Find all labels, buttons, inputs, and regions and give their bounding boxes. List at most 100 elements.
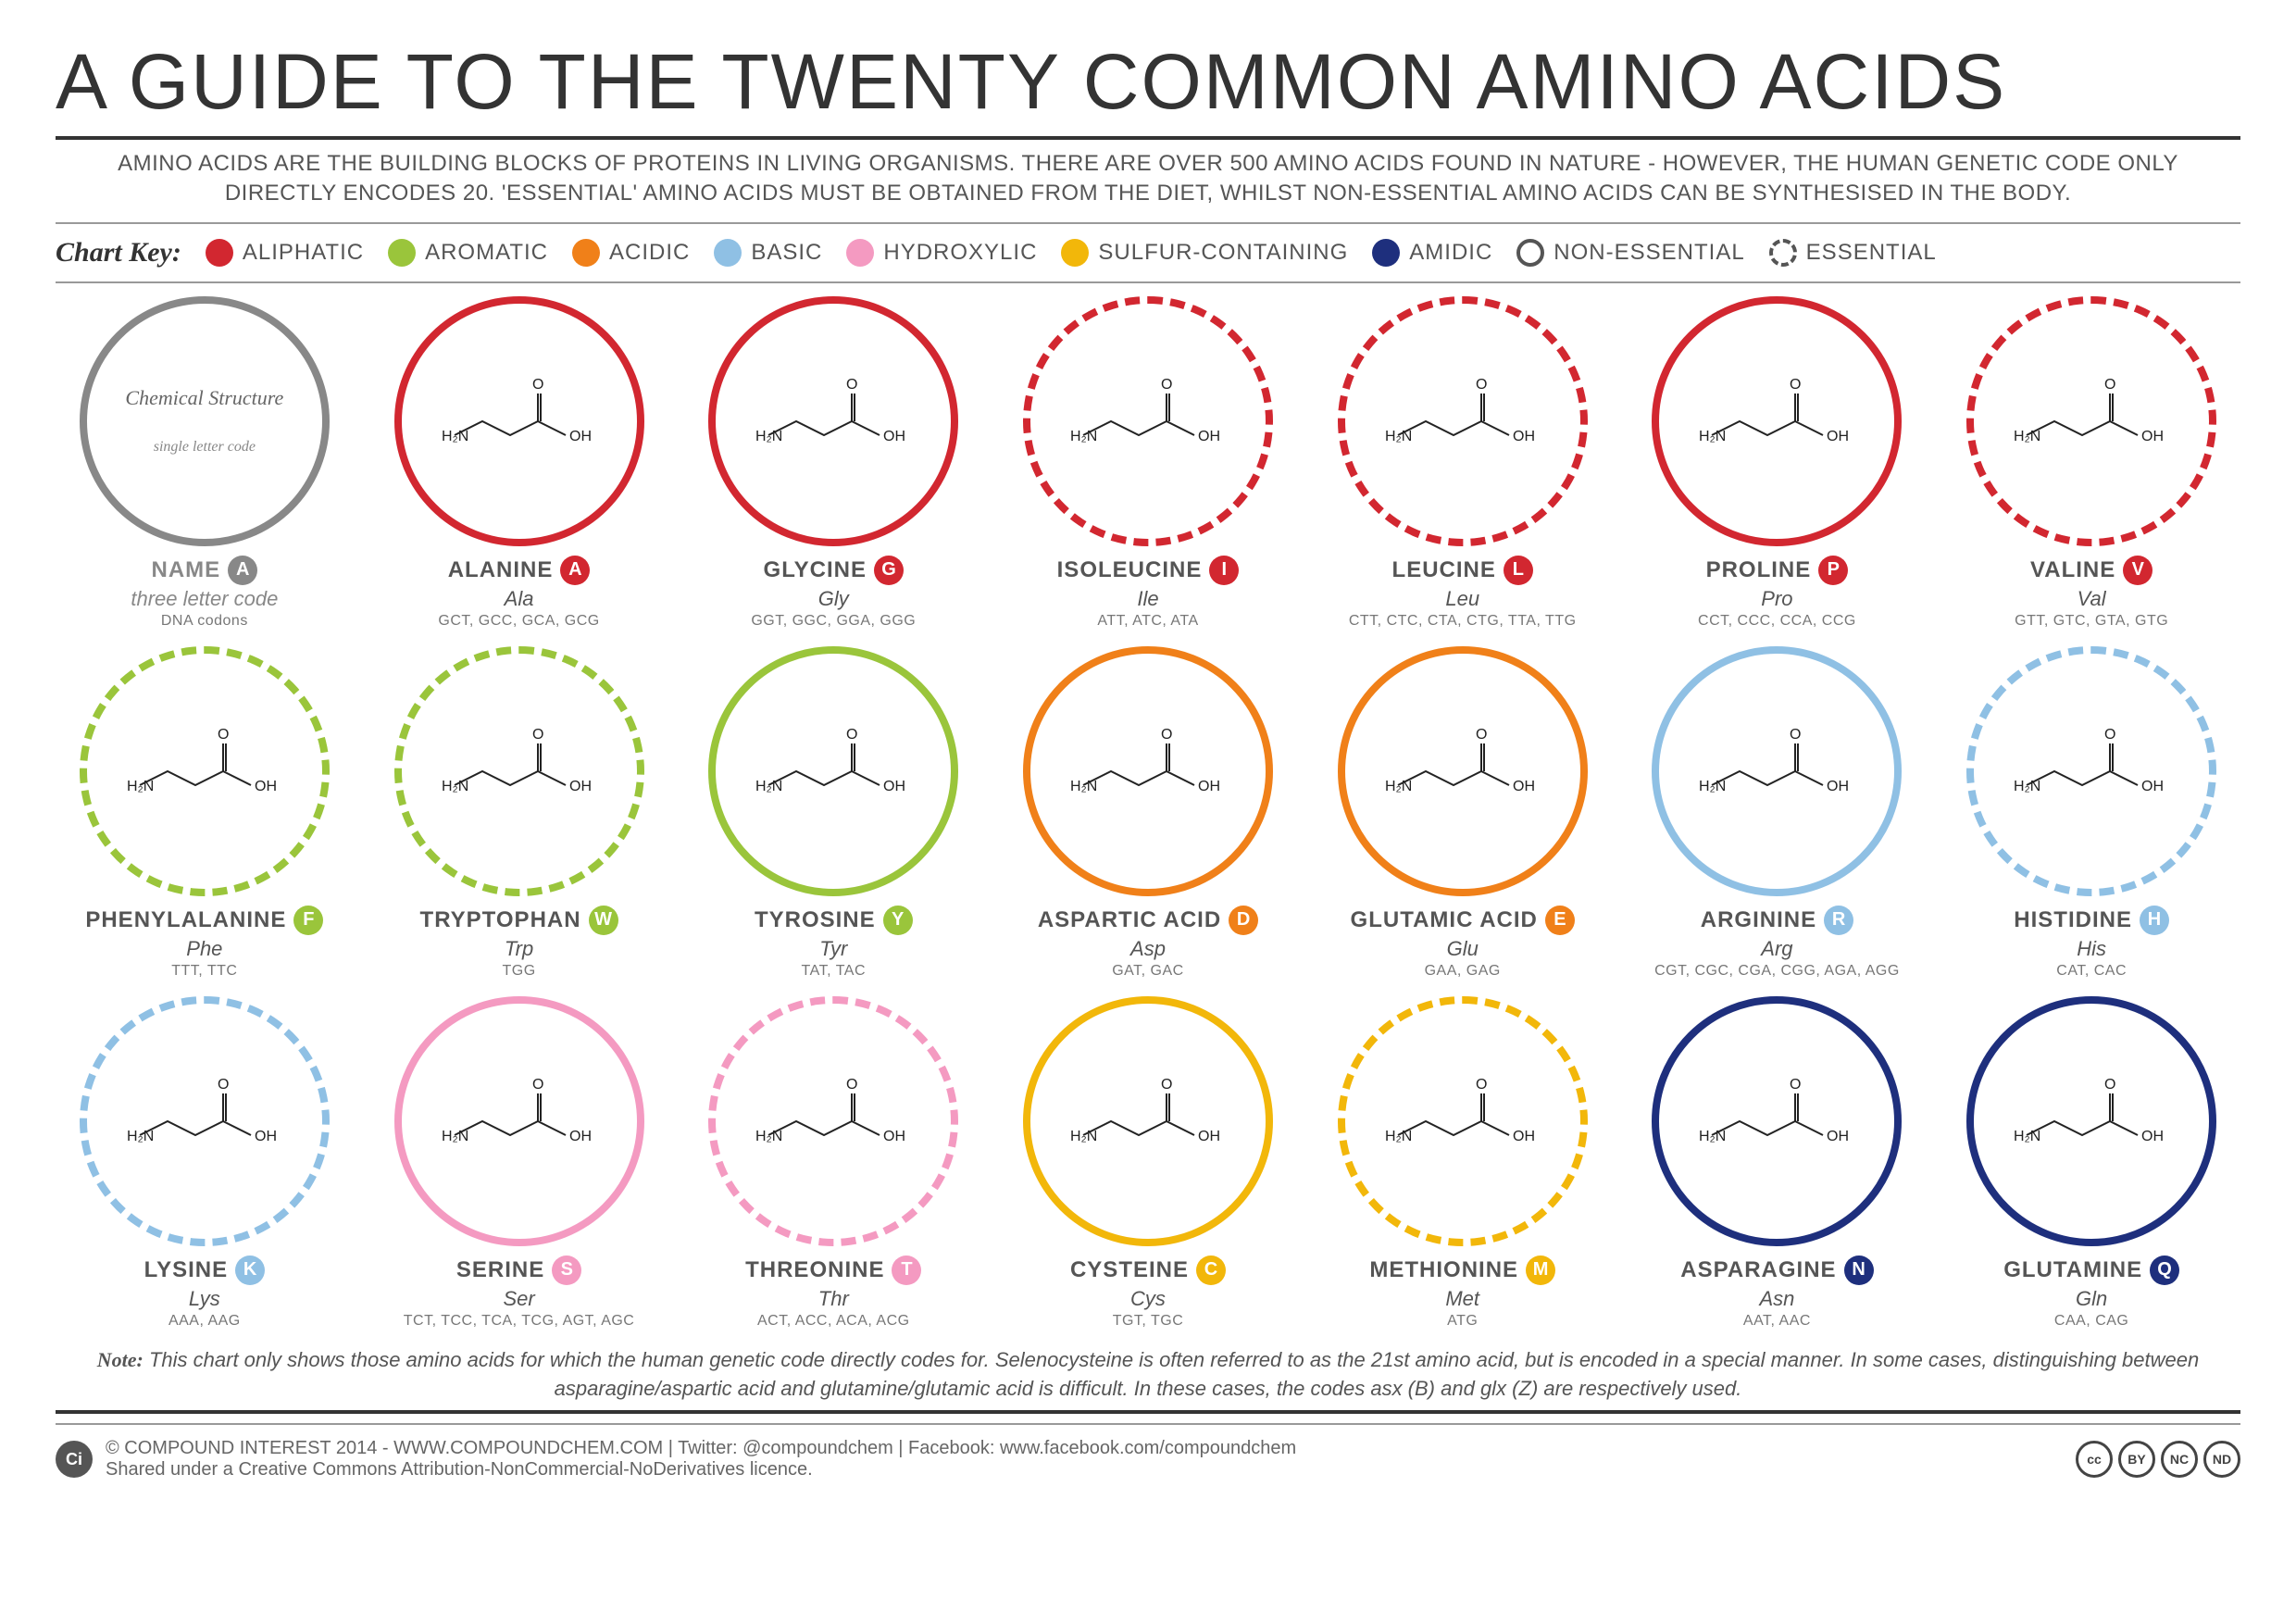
aa-ile: H₂N O OH ISOLEUCINE I Ile ATT, ATC, ATA — [999, 296, 1297, 630]
svg-text:O: O — [1790, 1077, 1801, 1093]
aa-single-letter-badge: R — [1824, 906, 1853, 935]
key-amidic: AMIDIC — [1372, 239, 1492, 267]
aa-asp: H₂N O OH ASPARTIC ACID D Asp GAT, GAC — [999, 646, 1297, 980]
svg-text:O: O — [1476, 377, 1487, 393]
aa-single-letter-badge: M — [1526, 1255, 1555, 1285]
svg-text:H₂N: H₂N — [1385, 429, 1412, 444]
aa-name: THREONINE — [745, 1257, 884, 1283]
aa-circle: H₂N O OH — [394, 646, 644, 896]
key-acidic-label: ACIDIC — [609, 240, 690, 266]
aa-gly: H₂N O OH GLYCINE G Gly GGT, GGC, GGA, GG… — [684, 296, 982, 630]
aa-name: GLYCINE — [764, 557, 867, 583]
molecule-icon: H₂N O OH — [121, 1070, 288, 1172]
aa-asn: H₂N O OH ASPARAGINE N Asn AAT, AAC — [1628, 996, 1927, 1330]
svg-text:OH: OH — [255, 1129, 277, 1144]
aa-single-letter-badge: I — [1209, 556, 1239, 585]
svg-text:OH: OH — [2141, 429, 2164, 444]
aa-name: LEUCINE — [1392, 557, 1496, 583]
aa-abbr: Thr — [818, 1287, 849, 1311]
aa-abbr: Ile — [1137, 587, 1158, 611]
aa-trp: H₂N O OH TRYPTOPHAN W Trp TGG — [370, 646, 668, 980]
aa-single-letter-badge: Q — [2150, 1255, 2179, 1285]
molecule-icon: H₂N O OH — [750, 370, 917, 472]
legend-cell: Chemical Structure single letter code NA… — [56, 296, 354, 630]
aa-codons: TTT, TTC — [171, 963, 237, 980]
aa-name: HISTIDINE — [2014, 907, 2132, 933]
svg-text:H₂N: H₂N — [442, 1129, 468, 1144]
aa-single-letter-badge: H — [2140, 906, 2169, 935]
aa-phe: H₂N O OH PHENYLALANINE F Phe TTT, TTC — [56, 646, 354, 980]
aa-name: LYSINE — [144, 1257, 228, 1283]
cc-cc-icon: cc — [2076, 1441, 2113, 1478]
aa-name: CYSTEINE — [1070, 1257, 1189, 1283]
aa-circle: H₂N O OH — [1023, 296, 1273, 546]
molecule-icon: H₂N O OH — [2008, 1070, 2175, 1172]
svg-text:O: O — [1161, 1077, 1172, 1093]
aa-abbr: Trp — [505, 937, 533, 961]
swatch-sulfur-icon — [1061, 239, 1089, 267]
aa-codons: CGT, CGC, CGA, CGG, AGA, AGG — [1654, 963, 1900, 980]
svg-text:H₂N: H₂N — [1699, 429, 1726, 444]
chart-key: Chart Key: ALIPHATICAROMATICACIDICBASICH… — [56, 237, 2240, 269]
aa-single-letter-badge: N — [1844, 1255, 1874, 1285]
rule-footer-top — [56, 1410, 2240, 1414]
aa-ser: H₂N O OH SERINE S Ser TCT, TCC, TCA, TCG… — [370, 996, 668, 1330]
svg-text:H₂N: H₂N — [755, 429, 782, 444]
molecule-icon: H₂N O OH — [1379, 720, 1546, 822]
aa-leu: H₂N O OH LEUCINE L Leu CTT, CTC, CTA, CT… — [1314, 296, 1612, 630]
swatch-aliphatic-icon — [206, 239, 233, 267]
aa-codons: TGG — [502, 963, 535, 980]
aa-name: ASPARAGINE — [1680, 1257, 1836, 1283]
svg-text:OH: OH — [1827, 1129, 1849, 1144]
svg-text:H₂N: H₂N — [127, 779, 154, 794]
svg-text:OH: OH — [255, 779, 277, 794]
svg-text:OH: OH — [883, 1129, 905, 1144]
aa-single-letter-badge: V — [2123, 556, 2152, 585]
molecule-icon: H₂N O OH — [2008, 720, 2175, 822]
aa-val: H₂N O OH VALINE V Val GTT, GTC, GTA, GTG — [1942, 296, 2240, 630]
svg-text:O: O — [1161, 377, 1172, 393]
aa-circle: H₂N O OH — [1966, 296, 2216, 546]
molecule-icon: H₂N O OH — [436, 720, 603, 822]
aa-abbr: Phe — [186, 937, 222, 961]
aa-single-letter-badge: Y — [883, 906, 913, 935]
svg-text:OH: OH — [1198, 779, 1220, 794]
svg-text:OH: OH — [1827, 429, 1849, 444]
aa-abbr: Pro — [1761, 587, 1792, 611]
aa-single-letter-badge: F — [293, 906, 323, 935]
aa-abbr: Asp — [1130, 937, 1166, 961]
aa-single-letter-badge: P — [1818, 556, 1848, 585]
svg-text:H₂N: H₂N — [1070, 779, 1097, 794]
svg-text:H₂N: H₂N — [1070, 1129, 1097, 1144]
molecule-icon: H₂N O OH — [1065, 370, 1231, 472]
legend-badge: A — [228, 556, 257, 585]
footer-licence: Shared under a Creative Commons Attribut… — [106, 1459, 1296, 1480]
svg-text:O: O — [1476, 727, 1487, 743]
svg-text:H₂N: H₂N — [2014, 429, 2040, 444]
svg-text:OH: OH — [1198, 1129, 1220, 1144]
svg-text:H₂N: H₂N — [442, 779, 468, 794]
svg-text:OH: OH — [569, 779, 592, 794]
svg-text:OH: OH — [883, 779, 905, 794]
svg-text:O: O — [2104, 727, 2115, 743]
aa-abbr: Glu — [1447, 937, 1479, 961]
svg-text:H₂N: H₂N — [2014, 1129, 2040, 1144]
molecule-icon: H₂N O OH — [2008, 370, 2175, 472]
aa-single-letter-badge: A — [560, 556, 590, 585]
legend-codons-label: DNA codons — [161, 613, 248, 630]
key-amidic-label: AMIDIC — [1409, 240, 1492, 266]
aa-codons: GCT, GCC, GCA, GCG — [438, 613, 599, 630]
svg-text:O: O — [532, 1077, 543, 1093]
svg-text:O: O — [1790, 377, 1801, 393]
svg-text:H₂N: H₂N — [1385, 1129, 1412, 1144]
svg-text:OH: OH — [569, 1129, 592, 1144]
svg-text:OH: OH — [569, 429, 592, 444]
aa-lys: H₂N O OH LYSINE K Lys AAA, AAG — [56, 996, 354, 1330]
svg-text:OH: OH — [883, 429, 905, 444]
aa-circle: H₂N O OH — [80, 996, 330, 1246]
ci-logo-icon: Ci — [56, 1441, 93, 1478]
rule-footer-thin — [56, 1423, 2240, 1425]
key-aliphatic-label: ALIPHATIC — [243, 240, 364, 266]
key-sulfur: SULFUR-CONTAINING — [1061, 239, 1348, 267]
key-nonessential: NON-ESSENTIAL — [1516, 239, 1744, 267]
